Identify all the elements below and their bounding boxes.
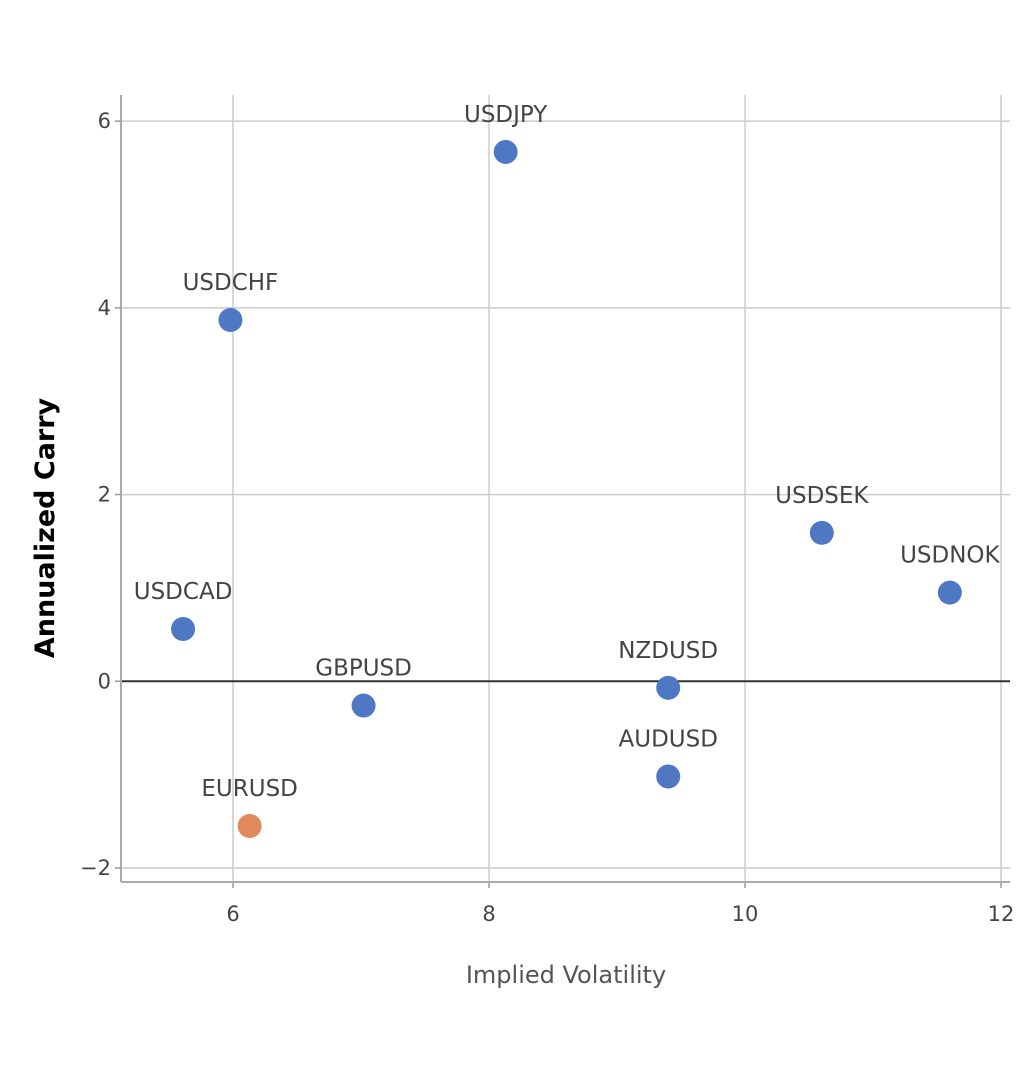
data-point-usdcad	[171, 617, 196, 642]
grid	[121, 95, 1010, 882]
y-tick-label: 4	[98, 296, 111, 320]
data-point-usdjpy	[493, 139, 518, 164]
point-label-audusd: AUDUSD	[619, 727, 718, 753]
data-point-audusd	[656, 764, 681, 789]
point-label-usdcad: USDCAD	[134, 579, 233, 605]
point-label-eurusd: EURUSD	[201, 776, 298, 802]
y-tick-label: 6	[98, 109, 111, 133]
data-point-gbpusd	[351, 693, 376, 718]
data-point-usdchf	[218, 307, 243, 332]
x-tick-label: 8	[482, 902, 495, 926]
data-point-eurusd	[237, 813, 262, 838]
data-point-usdnok	[937, 580, 962, 605]
y-tick-label: 0	[98, 669, 111, 693]
axes	[115, 95, 1010, 888]
point-label-usdjpy: USDJPY	[464, 102, 548, 128]
x-tick-label: 6	[226, 902, 239, 926]
point-label-gbpusd: GBPUSD	[315, 656, 412, 682]
point-label-usdsek: USDSEK	[775, 483, 869, 509]
x-tick-label: 12	[988, 902, 1015, 926]
data-point-usdsek	[809, 520, 834, 545]
y-tick-label: −2	[80, 856, 111, 880]
y-tick-label: 2	[98, 483, 111, 507]
point-label-nzdusd: NZDUSD	[618, 638, 718, 664]
tick-labels: 6 8 10 12 −2 0 2 4 6	[80, 109, 1014, 926]
x-tick-label: 10	[732, 902, 759, 926]
x-axis-title: Implied Volatility	[466, 961, 666, 989]
point-label-usdchf: USDCHF	[183, 270, 279, 296]
data-points: USDJPY USDCHF USDSEK USDNOK USDCAD GBPUSD NZDU…	[134, 102, 1001, 838]
point-label-usdnok: USDNOK	[900, 543, 1000, 569]
data-point-nzdusd	[656, 675, 681, 700]
y-axis-title: Annualized Carry	[30, 397, 61, 658]
